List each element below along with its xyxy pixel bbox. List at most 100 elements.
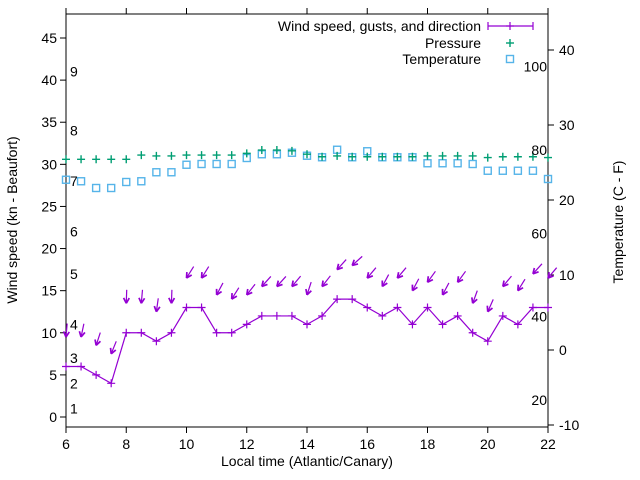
gust-arrow-head <box>109 347 113 354</box>
wind-speed-marker <box>303 320 311 329</box>
temperature-marker <box>483 166 492 175</box>
gust-arrow-head <box>291 280 294 287</box>
gust-arrow-head <box>94 339 97 346</box>
right-tick-label: 20 <box>559 192 575 208</box>
beaufort-label: 2 <box>70 375 78 391</box>
gust-arrow-head <box>501 280 505 287</box>
beaufort-label: 5 <box>70 266 78 282</box>
temperature-marker <box>122 177 131 187</box>
gust-arrow-shaft <box>261 276 272 287</box>
pressure-marker <box>498 152 507 161</box>
gust-arrow-head <box>260 280 265 287</box>
fahrenheit-label: 20 <box>531 392 547 408</box>
gust-arrow-shaft <box>216 282 224 296</box>
gust-arrow-shaft <box>487 299 494 312</box>
temperature-marker <box>528 166 538 175</box>
temperature-marker <box>152 168 161 177</box>
pressure-marker <box>544 153 552 162</box>
wind-speed-marker <box>468 328 477 337</box>
x-tick-label: 14 <box>299 436 315 452</box>
temperature-marker <box>498 166 508 175</box>
gust-arrow-shaft <box>65 323 68 338</box>
pressure-marker <box>303 150 311 159</box>
gust-arrow-shaft <box>442 282 450 296</box>
gust-arrow-head <box>396 271 400 279</box>
left-tick-label: 20 <box>41 241 57 257</box>
wind-speed-marker <box>107 379 116 388</box>
fahrenheit-label: 40 <box>531 309 547 325</box>
wind-speed-marker <box>333 295 342 304</box>
x-tick-label: 10 <box>179 436 195 452</box>
wind-speed-marker <box>242 320 251 329</box>
pressure-marker <box>483 153 492 162</box>
wind-speed-line <box>62 295 552 388</box>
wind-speed-marker <box>287 311 296 320</box>
wind-speed-marker <box>167 328 176 337</box>
temperature-marker <box>438 159 447 168</box>
pressure-marker <box>167 151 176 160</box>
gust-arrow-shaft <box>351 255 363 266</box>
right-tick-label: -10 <box>559 417 579 433</box>
temperature-marker <box>453 159 462 168</box>
left-tick-label: 30 <box>41 156 57 172</box>
gust-arrow-shaft <box>185 266 195 279</box>
beaufort-label: 9 <box>70 64 78 80</box>
pressure-marker <box>393 152 402 161</box>
wind-speed-marker <box>272 311 281 320</box>
temperature-marker <box>197 159 206 169</box>
beaufort-label: 4 <box>70 316 78 332</box>
temperature-marker <box>137 177 146 186</box>
beaufort-label: 3 <box>70 350 78 366</box>
beaufort-label: 8 <box>70 123 78 139</box>
gust-arrow-head <box>78 330 82 338</box>
gust-arrow-head <box>366 271 370 279</box>
wind-speed-marker <box>513 320 522 329</box>
gust-arrow-shaft <box>336 259 347 271</box>
gust-direction-arrows <box>62 255 558 355</box>
gust-arrow-head <box>245 288 249 296</box>
x-axis-ticks <box>65 8 549 433</box>
gust-arrow-head <box>336 263 340 270</box>
gust-arrow-shaft <box>472 290 478 304</box>
wind-speed-marker <box>152 337 161 346</box>
pressure-marker <box>438 151 447 160</box>
gust-arrow-head <box>276 280 280 287</box>
wind-speed-marker <box>544 303 552 312</box>
right-tick-label: 10 <box>559 267 575 283</box>
left-tick-label: 45 <box>41 30 57 46</box>
wind-speed-marker <box>498 311 507 320</box>
wind-speed-marker <box>227 328 236 337</box>
wind-speed-marker <box>528 303 537 312</box>
temperature-marker <box>106 183 116 193</box>
gust-arrow-head <box>351 259 356 266</box>
gust-arrow-head <box>168 297 173 304</box>
wind-speed-marker <box>212 328 221 337</box>
temperature-marker <box>423 159 432 168</box>
gust-arrow-shaft <box>321 275 331 287</box>
gust-arrow-head <box>321 280 324 287</box>
x-tick-label: 16 <box>359 436 375 452</box>
left-tick-label: 15 <box>41 283 57 299</box>
gust-arrow-shaft <box>276 276 287 287</box>
gust-arrow-shaft <box>291 275 302 287</box>
pressure-marker <box>287 146 296 155</box>
x-tick-label: 8 <box>122 436 130 452</box>
gust-arrow-head <box>456 276 460 283</box>
gust-arrow-shaft <box>140 289 144 304</box>
wind-speed-marker <box>348 295 357 304</box>
right-axis-ticks <box>548 49 554 426</box>
left-tick-label: 35 <box>41 114 57 130</box>
pressure-marker <box>348 152 357 161</box>
pressure-marker <box>137 151 146 160</box>
gust-arrow-shaft <box>396 267 407 279</box>
gust-arrow-shaft <box>80 323 85 338</box>
left-tick-label: 5 <box>49 367 57 383</box>
temperature-marker <box>513 166 523 175</box>
gust-arrow-shaft <box>411 278 420 291</box>
gust-arrow-head <box>547 271 551 279</box>
left-tick-label: 10 <box>41 325 57 341</box>
gust-arrow-shaft <box>95 332 101 346</box>
gust-arrow-head <box>138 297 143 304</box>
beaufort-scale-labels: 1 2 3 4 5 6 7 8 9 <box>70 64 78 417</box>
temperature-marker <box>543 174 553 184</box>
